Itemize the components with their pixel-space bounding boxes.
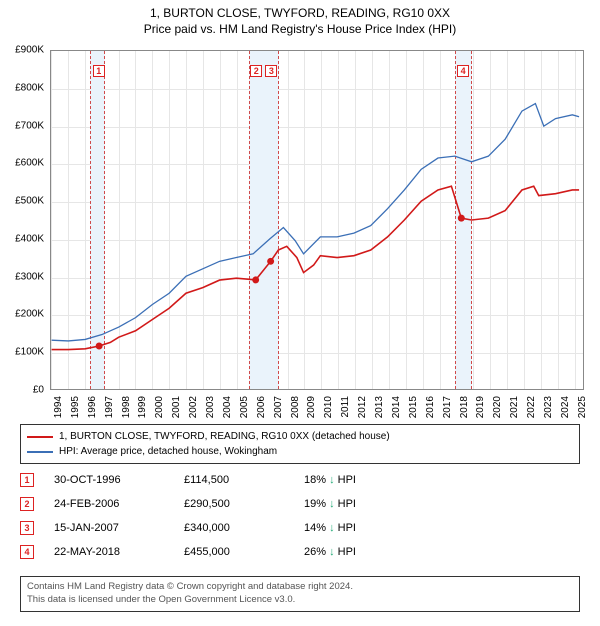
sale-point [267, 258, 274, 265]
legend-box: 1, BURTON CLOSE, TWYFORD, READING, RG10 … [20, 424, 580, 464]
x-tick-label: 2005 [239, 396, 250, 418]
sale-row-date: 30-OCT-1996 [54, 474, 184, 486]
x-tick-label: 2014 [391, 396, 402, 418]
x-tick-label: 2020 [492, 396, 503, 418]
x-tick-label: 2012 [357, 396, 368, 418]
sale-row: 4 22-MAY-2018£455,00026% ↓ HPI [20, 540, 580, 564]
legend-label: HPI: Average price, detached house, Woki… [59, 446, 277, 457]
sale-marker-label: 2 [250, 65, 262, 77]
y-tick-label: £900K [15, 45, 44, 56]
legend-swatch [27, 436, 53, 438]
chart-title: 1, BURTON CLOSE, TWYFORD, READING, RG10 … [0, 6, 600, 20]
sale-row: 2 24-FEB-2006£290,50019% ↓ HPI [20, 492, 580, 516]
y-tick-label: £200K [15, 309, 44, 320]
x-tick-label: 2019 [475, 396, 486, 418]
x-tick-label: 2024 [560, 396, 571, 418]
y-tick-label: £0 [33, 385, 44, 396]
sale-row-index: 1 [20, 473, 34, 487]
x-tick-label: 2018 [459, 396, 470, 418]
sale-row-price: £340,000 [184, 522, 304, 534]
sale-row-price: £455,000 [184, 546, 304, 558]
y-tick-label: £700K [15, 120, 44, 131]
line-series-svg [51, 51, 583, 389]
sale-row-price: £290,500 [184, 498, 304, 510]
y-tick-label: £600K [15, 158, 44, 169]
sales-table: 1 30-OCT-1996£114,50018% ↓ HPI 2 24-FEB-200… [20, 468, 580, 564]
y-tick-label: £100K [15, 347, 44, 358]
sale-point [96, 343, 103, 350]
x-tick-label: 2010 [323, 396, 334, 418]
x-tick-label: 2006 [256, 396, 267, 418]
sale-marker-label: 1 [93, 65, 105, 77]
x-tick-label: 2011 [340, 396, 351, 418]
x-tick-label: 2001 [171, 396, 182, 418]
x-tick-label: 1996 [87, 396, 98, 418]
x-tick-label: 2022 [526, 396, 537, 418]
sale-row-date: 22-MAY-2018 [54, 546, 184, 558]
x-tick-label: 2013 [374, 396, 385, 418]
x-tick-label: 2023 [543, 396, 554, 418]
y-tick-label: £400K [15, 233, 44, 244]
x-tick-label: 2015 [408, 396, 419, 418]
sale-row-index: 4 [20, 545, 34, 559]
chart-area: £0 £100K £200K £300K £400K £500K £600K £700K £80… [8, 50, 592, 420]
x-tick-label: 2008 [290, 396, 301, 418]
x-tick-label: 2009 [306, 396, 317, 418]
x-tick-label: 2004 [222, 396, 233, 418]
sale-row-price: £114,500 [184, 474, 304, 486]
y-tick-label: £800K [15, 82, 44, 93]
x-tick-label: 2017 [442, 396, 453, 418]
x-tick-label: 2002 [188, 396, 199, 418]
x-tick-label: 1994 [53, 396, 64, 418]
sale-marker-label: 4 [457, 65, 469, 77]
sale-point [252, 276, 259, 283]
x-tick-label: 2003 [205, 396, 216, 418]
x-tick-label: 2025 [577, 396, 588, 418]
y-tick-label: £500K [15, 196, 44, 207]
sale-row-index: 3 [20, 521, 34, 535]
series-property [52, 186, 579, 349]
sale-marker-label: 3 [265, 65, 277, 77]
sale-row-delta: 18% ↓ HPI [304, 474, 424, 486]
y-tick-label: £300K [15, 271, 44, 282]
legend-swatch [27, 451, 53, 453]
x-tick-label: 1998 [121, 396, 132, 418]
x-tick-label: 2007 [273, 396, 284, 418]
x-tick-label: 2021 [509, 396, 520, 418]
plot-area: 1 23 4 [50, 50, 584, 390]
sale-row-index: 2 [20, 497, 34, 511]
x-axis-labels: 1994 1995 1996 1997 1998 1999 2000 2001 2002 2003… [50, 392, 584, 422]
sale-row-date: 15-JAN-2007 [54, 522, 184, 534]
sale-row: 1 30-OCT-1996£114,50018% ↓ HPI [20, 468, 580, 492]
sale-row: 3 15-JAN-2007£340,00014% ↓ HPI [20, 516, 580, 540]
legend-label: 1, BURTON CLOSE, TWYFORD, READING, RG10 … [59, 431, 390, 442]
chart-subtitle: Price paid vs. HM Land Registry's House … [0, 22, 600, 36]
x-tick-label: 2016 [425, 396, 436, 418]
series-hpi [52, 104, 579, 341]
x-tick-label: 1995 [70, 396, 81, 418]
legend-row: HPI: Average price, detached house, Woki… [27, 444, 573, 459]
y-axis-labels: £0£100K£200K£300K£400K£500K£600K£700K£80… [8, 50, 48, 390]
x-tick-label: 1997 [104, 396, 115, 418]
sale-point [458, 215, 465, 222]
x-tick-label: 2000 [154, 396, 165, 418]
attribution-footer: Contains HM Land Registry data © Crown c… [20, 576, 580, 612]
footer-line-1: Contains HM Land Registry data © Crown c… [27, 581, 573, 594]
sale-row-delta: 26% ↓ HPI [304, 546, 424, 558]
sale-row-date: 24-FEB-2006 [54, 498, 184, 510]
x-tick-label: 1999 [137, 396, 148, 418]
sale-row-delta: 14% ↓ HPI [304, 522, 424, 534]
sale-row-delta: 19% ↓ HPI [304, 498, 424, 510]
legend-row: 1, BURTON CLOSE, TWYFORD, READING, RG10 … [27, 429, 573, 444]
footer-line-2: This data is licensed under the Open Gov… [27, 594, 573, 607]
